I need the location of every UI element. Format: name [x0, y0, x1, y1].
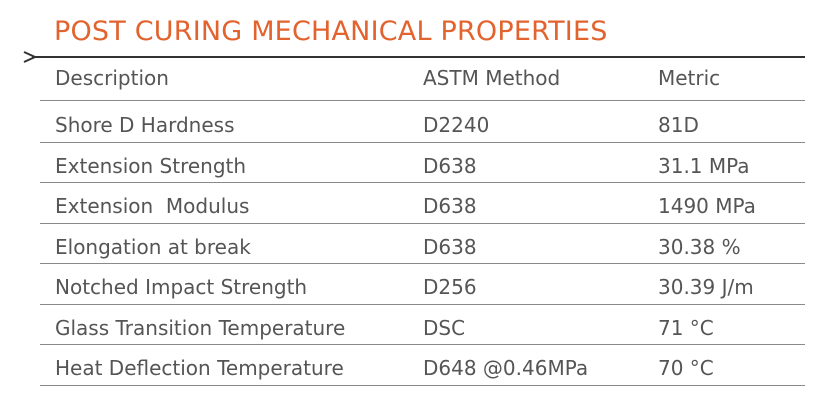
column-header: Description	[55, 66, 169, 90]
table-cell: 70 °C	[658, 356, 714, 380]
column-header: ASTM Method	[423, 66, 561, 90]
row-rule	[40, 384, 805, 386]
table-cell: 31.1 MPa	[658, 153, 750, 178]
row-rule	[40, 263, 805, 264]
table-cell: Extension Modulus	[55, 194, 250, 218]
table-cell: 30.38 %	[658, 234, 741, 259]
table-cell: Notched Impact Strength	[55, 275, 308, 299]
table-cell: D648 @0.46MPa	[423, 356, 589, 380]
title: POST CURING MECHANICAL PROPERTIES	[54, 16, 608, 47]
table-cell: D2240	[423, 113, 490, 137]
title-rule	[32, 56, 805, 58]
table-cell: 81D	[658, 113, 699, 137]
column-header: Metric	[658, 66, 721, 90]
table-cell: D638	[423, 194, 477, 218]
row-rule	[40, 182, 805, 183]
row-rule	[40, 141, 805, 143]
table-cell: 1490 MPa	[658, 194, 756, 218]
table-cell: Glass Transition Temperature	[55, 315, 346, 340]
table-cell: D638	[423, 153, 477, 178]
arrow-icon	[23, 51, 38, 63]
table-cell: 30.39 J/m	[658, 275, 754, 299]
table-cell: D256	[423, 275, 477, 299]
row-rule	[40, 344, 805, 345]
table-cell: Heat Deflection Temperature	[55, 356, 344, 380]
table-cell: Extension Strength	[55, 153, 247, 178]
table-cell: Shore D Hardness	[55, 113, 235, 137]
table-cell: Elongation at break	[55, 234, 251, 259]
row-rule	[40, 303, 805, 305]
row-rule	[40, 222, 805, 224]
table-cell: 71 °C	[658, 315, 714, 340]
table-cell: D638	[423, 234, 477, 259]
table-cell: DSC	[423, 315, 466, 340]
header-rule	[40, 100, 805, 101]
